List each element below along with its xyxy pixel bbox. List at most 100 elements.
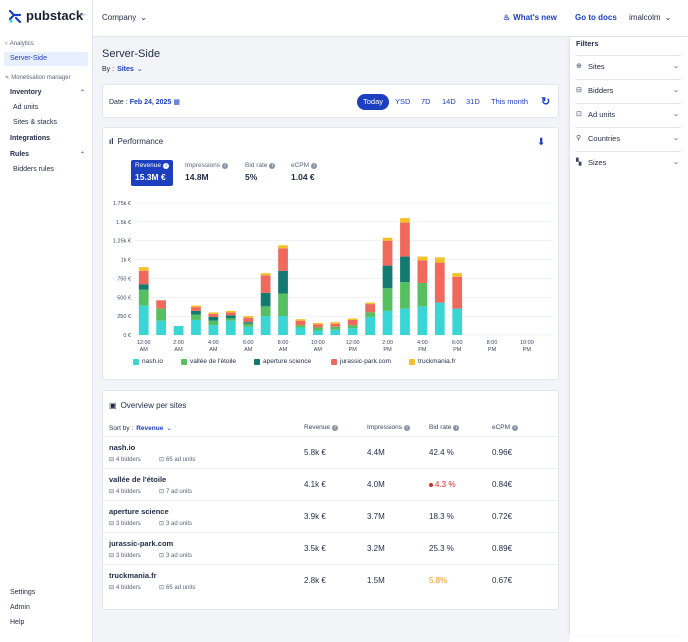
user-menu[interactable]: imalcolm ⌄ <box>629 13 672 22</box>
chevron-down-icon: ⌄ <box>673 87 679 94</box>
whats-new-link[interactable]: ♨ What's new <box>503 13 557 22</box>
site-name[interactable]: nash.io <box>109 443 136 452</box>
bar-segment <box>243 323 254 327</box>
x-tick-label: AM <box>244 347 253 353</box>
bidders-icon: ⊟ <box>109 521 115 527</box>
ecpm-cell: 0.89€ <box>492 544 513 553</box>
calendar-icon: ▦ <box>173 99 180 106</box>
legend-item-aperture[interactable]: aperture science <box>254 358 311 365</box>
collapse-sidebar-icon[interactable]: ⇤ <box>80 12 86 19</box>
site-name[interactable]: aperture science <box>109 507 169 516</box>
bar-segment <box>156 300 167 309</box>
range-31d-button[interactable]: 31D <box>466 97 480 106</box>
filter-countries[interactable]: ⚲ Countries ⌄ <box>575 127 681 149</box>
pubstack-logo[interactable]: pubstack <box>8 8 83 23</box>
sidebar-item-sites-stacks[interactable]: Sites & stacks <box>13 119 57 126</box>
site-name[interactable]: jurassic-park.com <box>109 539 174 548</box>
table-row[interactable]: nash.io ⊟ 4 bidders ⊡ 65 ad units 5.8k € 4.4M 4… <box>103 436 560 468</box>
y-tick-label: 1.75k € <box>113 201 131 207</box>
download-icon[interactable]: ⬇ <box>537 137 546 148</box>
legend-swatch <box>409 358 415 365</box>
sidebar-item-integrations[interactable]: Integrations <box>10 135 51 142</box>
refresh-icon[interactable]: ↻ <box>541 96 551 108</box>
bar-segment <box>260 273 271 276</box>
ad-unit-icon: ⊡ <box>159 521 165 527</box>
column-header-impressions[interactable]: Impressions i <box>367 424 411 431</box>
x-tick-label: 8:00 <box>487 340 498 346</box>
bid-rate-cell: 25.3 % <box>429 544 454 553</box>
chevron-down-icon: ⌄ <box>664 13 672 22</box>
x-tick-label: PM <box>383 347 392 353</box>
table-row[interactable]: vallée de l'étoile ⊟ 4 bidders ⊡ 7 ad units 4… <box>103 468 560 500</box>
bidder-icon: ⊟ <box>576 87 582 94</box>
filter-ad-units[interactable]: ⊡ Ad units ⌄ <box>575 103 681 125</box>
sidebar-item-ad-units[interactable]: Ad units <box>13 104 39 111</box>
bar-segment <box>434 257 445 263</box>
filter-bidders[interactable]: ⊟ Bidders ⌄ <box>575 79 681 101</box>
table-row[interactable]: aperture science ⊟ 3 bidders ⊡ 3 ad units 3.9… <box>103 500 560 532</box>
bar-segment <box>138 289 149 306</box>
app-name: pubstack <box>26 8 84 23</box>
ad-units-count: ⊡ 7 ad units <box>159 488 193 496</box>
bar-segment <box>452 276 463 309</box>
bar-segment <box>260 316 271 335</box>
column-header-revenue[interactable]: Revenue i <box>304 424 339 431</box>
sidebar-item-settings[interactable]: Settings <box>10 589 36 596</box>
range-this-month-button[interactable]: This month <box>491 97 529 106</box>
filter-sizes[interactable]: ▚ Sizes ⌄ <box>575 151 681 173</box>
column-header-ecpm[interactable]: eCPM i <box>492 424 519 431</box>
bar-segment <box>225 315 236 319</box>
bar-segment <box>295 327 306 335</box>
bar-segment <box>347 325 358 329</box>
x-tick-label: 10:00 <box>311 340 325 346</box>
go-to-docs-link[interactable]: Go to docs <box>575 13 617 22</box>
legend-item-nash[interactable]: nash.io <box>133 358 163 365</box>
sidebar-item-server-side[interactable]: Server-Side <box>4 52 88 66</box>
sidebar-item-admin[interactable]: Admin <box>10 604 30 611</box>
range-today-button[interactable]: Today <box>357 94 390 110</box>
y-tick-label: 1k € <box>121 258 131 264</box>
legend-item-vallee[interactable]: vallée de l'étoile <box>181 358 236 365</box>
bar-segment <box>278 316 288 335</box>
table-row[interactable]: jurassic-park.com ⊟ 3 bidders ⊡ 3 ad units 3.… <box>103 532 560 564</box>
column-header-bid-rate[interactable]: Bid rate i <box>429 424 460 431</box>
metric-bid-rate[interactable]: Bid rate i 5% <box>241 160 283 186</box>
range-ysd-button[interactable]: YSD <box>395 97 411 106</box>
bar-segment <box>365 304 376 313</box>
sidebar-item-help[interactable]: Help <box>10 619 25 626</box>
range-14d-button[interactable]: 14D <box>442 97 456 106</box>
bar-segment <box>243 322 254 324</box>
bar-segment <box>138 305 149 335</box>
site-name[interactable]: truckmania.fr <box>109 571 157 580</box>
range-7d-button[interactable]: 7D <box>421 97 431 106</box>
bar-segment <box>295 320 306 326</box>
sidebar-item-bidders-rules[interactable]: Bidders rules <box>13 166 54 173</box>
table-row[interactable]: truckmania.fr ⊟ 4 bidders ⊡ 65 ad units 2.8k … <box>103 564 560 596</box>
warning-dot-icon <box>429 482 433 487</box>
ad-unit-icon: ⊡ <box>159 489 165 495</box>
sidebar-item-rules[interactable]: Rules ⌃ <box>4 148 88 162</box>
legend-swatch <box>331 358 337 365</box>
legend-item-jurassic[interactable]: jurassic-park.com <box>331 358 391 365</box>
sidebar-item-inventory[interactable]: Inventory ⌃ <box>4 86 88 100</box>
info-icon: i <box>311 162 318 169</box>
x-tick-label: 12:00 <box>137 340 151 346</box>
metric-ecpm[interactable]: eCPM i 1.04 € <box>287 160 331 186</box>
x-tick-label: 8:00 <box>278 340 289 346</box>
legend-item-truckmania[interactable]: truckmania.fr <box>409 358 456 365</box>
bar-segment <box>208 313 219 317</box>
impressions-cell: 4.4M <box>367 448 385 457</box>
bar-segment <box>452 273 463 277</box>
date-picker[interactable]: Date : Feb 24, 2025 ▦ <box>109 98 180 107</box>
filter-sites[interactable]: ⊕ Sites ⌄ <box>575 55 681 77</box>
topbar: Company ⌄ ♨ What's new Go to docs imalco… <box>93 0 688 37</box>
sort-by-selector[interactable]: Sort by : Revenue ⌄ <box>109 424 172 433</box>
bidders-count: ⊟ 3 bidders <box>109 552 141 560</box>
group-by-selector[interactable]: By : Sites ⌄ <box>102 65 143 74</box>
metric-revenue[interactable]: Revenue i 15.3M € <box>131 160 173 186</box>
metric-impressions[interactable]: Impressions i 14.8M <box>181 160 237 186</box>
chevron-down-icon: ⌄ <box>166 425 172 432</box>
site-name[interactable]: vallée de l'étoile <box>109 475 167 484</box>
table-icon: ▣ <box>109 401 117 410</box>
company-selector[interactable]: Company ⌄ <box>102 13 147 22</box>
